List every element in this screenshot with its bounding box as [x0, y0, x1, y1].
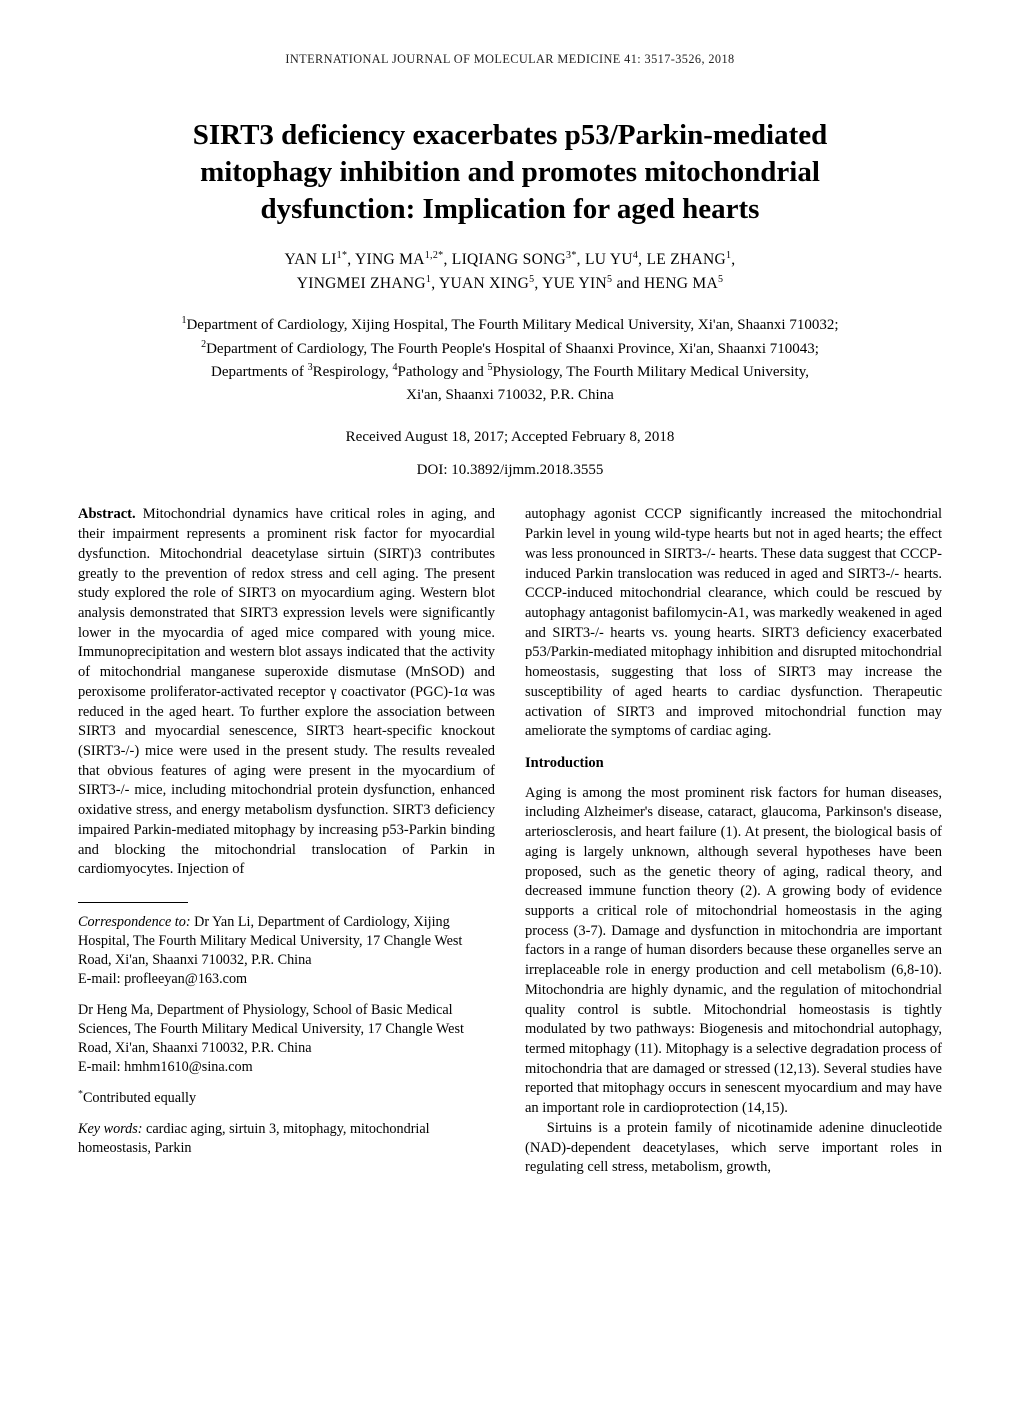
title-line-2: mitophagy inhibition and promotes mitoch… — [200, 156, 820, 188]
author-6: YINGMEI ZHANG — [297, 275, 426, 292]
introduction-para-1: Aging is among the most prominent risk f… — [525, 784, 942, 1119]
author-7: , YUAN XING — [431, 275, 529, 292]
contributed-equally: *Contributed equally — [78, 1089, 495, 1108]
footnotes-block: Correspondence to: Dr Yan Li, Department… — [78, 902, 495, 1158]
running-header: INTERNATIONAL JOURNAL OF MOLECULAR MEDIC… — [78, 52, 942, 67]
author-8: , YUE YIN — [534, 275, 607, 292]
author-1: YAN LI — [285, 251, 337, 268]
footnote-rule — [78, 902, 188, 903]
received-accepted-dates: Received August 18, 2017; Accepted Febru… — [78, 429, 942, 446]
correspondence-1-email: E-mail: profleeyan@163.com — [78, 971, 247, 987]
abstract-label: Abstract. — [78, 506, 136, 522]
affil-2: Department of Cardiology, The Fourth Peo… — [206, 341, 819, 357]
affil-3-b: Pathology and — [397, 364, 487, 380]
keywords-label: Key words: — [78, 1121, 143, 1137]
abstract-paragraph: Abstract. Mitochondrial dynamics have cr… — [78, 505, 495, 880]
abstract-text-left: Mitochondrial dynamics have critical rol… — [78, 506, 495, 877]
author-3: , LIQIANG SONG — [443, 251, 566, 268]
contributed-text: Contributed equally — [83, 1090, 196, 1106]
introduction-heading: Introduction — [525, 754, 942, 774]
correspondence-2-body: Dr Heng Ma, Department of Physiology, Sc… — [78, 1002, 464, 1056]
affil-3-c: Physiology, The Fourth Military Medical … — [492, 364, 809, 380]
affil-3-a: Respirology, — [313, 364, 393, 380]
correspondence-1: Correspondence to: Dr Yan Li, Department… — [78, 913, 495, 989]
author-9-affil: 5 — [718, 274, 723, 285]
affil-3-pre: Departments of — [211, 364, 308, 380]
author-2: , YING MA — [347, 251, 424, 268]
doi-line: DOI: 10.3892/ijmm.2018.3555 — [78, 462, 942, 479]
article-title: SIRT3 deficiency exacerbates p53/Parkin-… — [108, 117, 912, 228]
author-9: and HENG MA — [612, 275, 718, 292]
author-1-affil: 1* — [337, 250, 348, 261]
title-line-3: dysfunction: Implication for aged hearts — [261, 193, 760, 225]
correspondence-2: Dr Heng Ma, Department of Physiology, Sc… — [78, 1001, 495, 1077]
author-3-affil: 3* — [566, 250, 577, 261]
author-line1-end: , — [731, 251, 735, 268]
correspondence-2-email: E-mail: hmhm1610@sina.com — [78, 1059, 253, 1075]
affil-4: Xi'an, Shaanxi 710032, P.R. China — [406, 387, 614, 403]
title-line-1: SIRT3 deficiency exacerbates p53/Parkin-… — [193, 119, 828, 151]
page-root: INTERNATIONAL JOURNAL OF MOLECULAR MEDIC… — [0, 0, 1020, 1218]
abstract-text-right: autophagy agonist CCCP significantly inc… — [525, 505, 942, 742]
introduction-para-2: Sirtuins is a protein family of nicotina… — [525, 1119, 942, 1178]
keywords: Key words: cardiac aging, sirtuin 3, mit… — [78, 1120, 495, 1158]
affiliations: 1Department of Cardiology, Xijing Hospit… — [98, 314, 922, 407]
author-list: YAN LI1*, YING MA1,2*, LIQIANG SONG3*, L… — [108, 248, 912, 296]
correspondence-label: Correspondence to: — [78, 914, 191, 930]
affil-1: Department of Cardiology, Xijing Hospita… — [186, 317, 838, 333]
author-5: , LE ZHANG — [638, 251, 726, 268]
body-columns: Abstract. Mitochondrial dynamics have cr… — [78, 505, 942, 1178]
author-4: , LU YU — [577, 251, 633, 268]
author-2-affil: 1,2* — [425, 250, 444, 261]
